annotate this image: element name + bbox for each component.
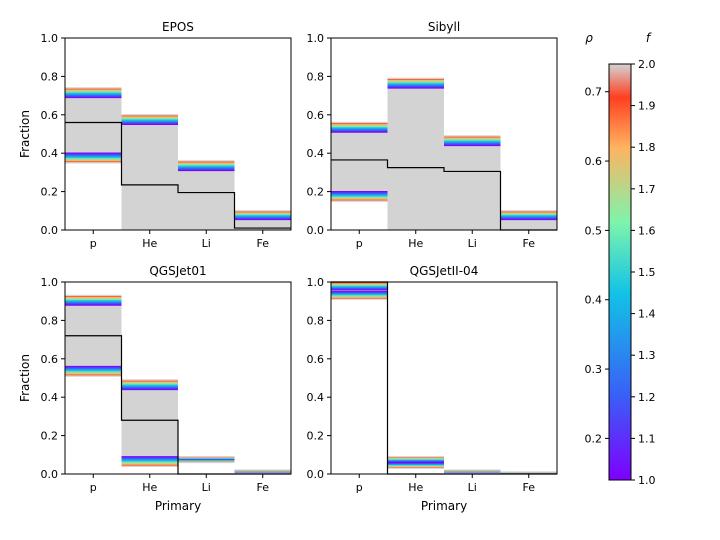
colorbar-rho-tick-label: 0.2 bbox=[585, 432, 603, 445]
x-tick-label-Li: Li bbox=[202, 481, 211, 494]
colorbar-f-tick-label: 1.0 bbox=[638, 474, 656, 487]
panel-title: QGSJet01 bbox=[149, 264, 206, 278]
colorbar-rho-label: ρ bbox=[585, 31, 593, 45]
x-tick-label-Li: Li bbox=[468, 481, 477, 494]
reference-step-line bbox=[65, 121, 291, 229]
colorbar-f-tick-label: 1.5 bbox=[638, 266, 656, 279]
y-tick-label: 0.0 bbox=[41, 468, 59, 481]
reference-step-line bbox=[331, 159, 557, 231]
x-axis-label: Primary bbox=[421, 499, 467, 513]
x-tick-label-Fe: Fe bbox=[523, 237, 536, 250]
y-tick-label: 0.6 bbox=[307, 109, 325, 122]
colorbar-f-tick-label: 1.6 bbox=[638, 224, 656, 237]
colorbar-rho-tick-label: 0.5 bbox=[585, 224, 603, 237]
y-tick-label: 0.2 bbox=[307, 430, 325, 443]
colorbar: ρ f 0.2 0.3 0.4 0.5 0.6 0.7 1.0 1.1 1.2 1.3 1.4 1.… bbox=[585, 31, 656, 487]
colorbar-f-label: f bbox=[646, 31, 652, 45]
y-tick-label: 0.6 bbox=[307, 353, 325, 366]
band-He bbox=[121, 114, 178, 230]
y-tick-label: 0.4 bbox=[307, 391, 325, 404]
x-tick-label-He: He bbox=[142, 481, 157, 494]
colorbar-f-tick-label: 1.9 bbox=[638, 100, 656, 113]
y-tick-label: 0.8 bbox=[307, 314, 325, 327]
x-tick-label-Fe: Fe bbox=[257, 237, 270, 250]
x-tick-label-He: He bbox=[408, 481, 423, 494]
y-tick-label: 0.4 bbox=[41, 391, 59, 404]
x-tick-label-p: p bbox=[90, 237, 97, 250]
x-tick-label-p: p bbox=[90, 481, 97, 494]
reference-step-line bbox=[331, 281, 557, 475]
axes-frame bbox=[64, 37, 292, 231]
panel-title: Sibyll bbox=[428, 20, 460, 34]
colorbar-f-tick-label: 1.4 bbox=[638, 308, 656, 321]
band-p bbox=[331, 122, 388, 202]
y-tick-label: 0.2 bbox=[41, 186, 59, 199]
band-p bbox=[65, 87, 122, 163]
y-tick-label: 0.2 bbox=[307, 186, 325, 199]
colorbar-f-tick-label: 1.8 bbox=[638, 141, 656, 154]
band-He bbox=[387, 78, 444, 230]
colorbar-f-tick-label: 1.1 bbox=[638, 432, 656, 445]
x-axis-label: Primary bbox=[155, 499, 201, 513]
x-tick-label-Li: Li bbox=[468, 237, 477, 250]
panel-title: QGSJetII-04 bbox=[410, 264, 479, 278]
colorbar-f-tick-label: 2.0 bbox=[638, 58, 656, 71]
colorbar-rho-tick-label: 0.4 bbox=[585, 294, 603, 307]
y-tick-label: 1.0 bbox=[307, 32, 325, 45]
y-tick-label: 0.0 bbox=[307, 468, 325, 481]
colorbar-f-tick-label: 1.7 bbox=[638, 183, 656, 196]
y-tick-label: 1.0 bbox=[307, 276, 325, 289]
x-tick-label-Fe: Fe bbox=[523, 481, 536, 494]
y-tick-label: 0.6 bbox=[41, 353, 59, 366]
x-tick-label-Fe: Fe bbox=[257, 481, 270, 494]
panel-qgsjetii-04: QGSJetII-04 Primary 0.0 0.2 0.4 0.6 0.8 1.0 p… bbox=[307, 264, 558, 513]
y-tick-label: 1.0 bbox=[41, 276, 59, 289]
band-He bbox=[121, 379, 178, 467]
x-tick-label-p: p bbox=[356, 237, 363, 250]
panel-title: EPOS bbox=[162, 20, 194, 34]
x-tick-label-He: He bbox=[408, 237, 423, 250]
y-tick-label: 0.0 bbox=[41, 224, 59, 237]
axes-frame bbox=[330, 37, 558, 231]
y-axis-label: Fraction bbox=[18, 110, 32, 158]
colorbar-f-tick-label: 1.3 bbox=[638, 349, 656, 362]
y-tick-label: 0.0 bbox=[307, 224, 325, 237]
colorbar-f-tick-label: 1.2 bbox=[638, 391, 656, 404]
y-tick-label: 1.0 bbox=[41, 32, 59, 45]
y-tick-label: 0.2 bbox=[41, 430, 59, 443]
x-tick-label-He: He bbox=[142, 237, 157, 250]
panel-epos: EPOS Fraction 0.0 0.2 0.4 0.6 0.8 1.0 p He Li Fe bbox=[18, 20, 292, 250]
x-tick-label-p: p bbox=[356, 481, 363, 494]
y-tick-label: 0.4 bbox=[307, 147, 325, 160]
y-tick-label: 0.6 bbox=[41, 109, 59, 122]
colorbar-rho-tick-label: 0.6 bbox=[585, 155, 603, 168]
band-Li bbox=[444, 135, 501, 230]
y-axis-label: Fraction bbox=[18, 354, 32, 402]
colorbar-rho-tick-label: 0.3 bbox=[585, 363, 603, 376]
colorbar-gradient bbox=[608, 63, 632, 481]
panel-qgsjet01: QGSJet01 Fraction Primary 0.0 0.2 0.4 0.6 0.… bbox=[18, 264, 292, 513]
panel-sibyll: Sibyll 0.0 0.2 0.4 0.6 0.8 1.0 p He Li Fe bbox=[307, 20, 558, 250]
band-Li bbox=[178, 160, 235, 230]
axes-frame bbox=[330, 281, 558, 475]
y-tick-label: 0.4 bbox=[41, 147, 59, 160]
colorbar-rho-tick-label: 0.7 bbox=[585, 86, 603, 99]
y-tick-label: 0.8 bbox=[41, 314, 59, 327]
y-tick-label: 0.8 bbox=[307, 70, 325, 83]
axes-frame bbox=[64, 281, 292, 475]
x-tick-label-Li: Li bbox=[202, 237, 211, 250]
y-tick-label: 0.8 bbox=[41, 70, 59, 83]
